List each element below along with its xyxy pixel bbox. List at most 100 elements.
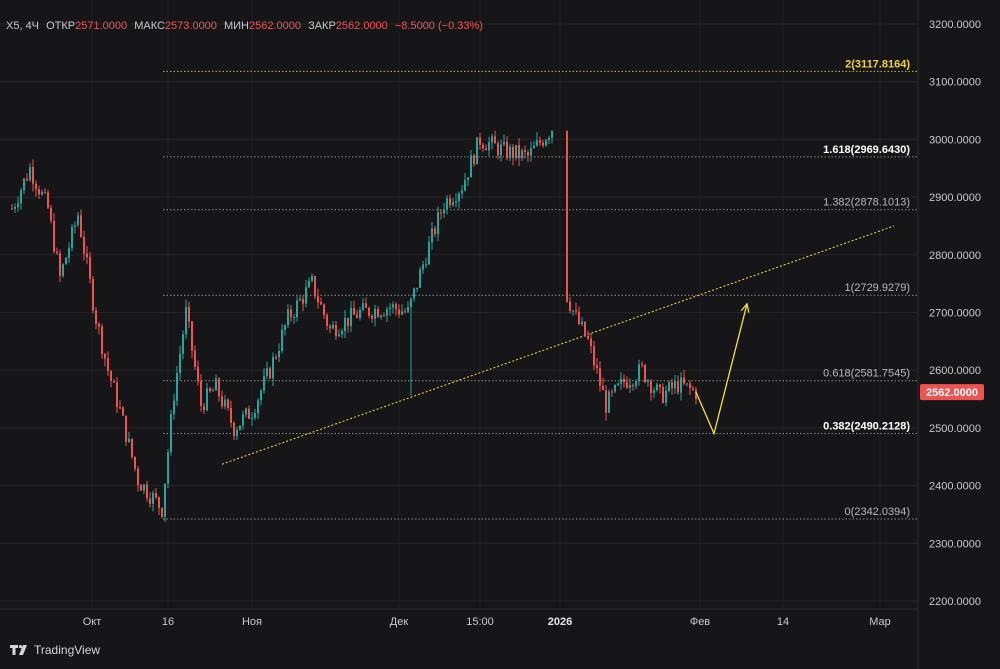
candle-body — [581, 321, 583, 325]
candle-body — [356, 314, 358, 318]
candle-body — [359, 309, 361, 318]
candle-body — [605, 390, 607, 413]
candle-body — [269, 368, 271, 379]
candle-body — [26, 178, 28, 181]
candle-body — [380, 315, 382, 318]
candle-body — [89, 257, 91, 279]
change-value: −8.5000 — [394, 20, 435, 32]
candle-body — [392, 304, 394, 308]
candle-body — [155, 493, 157, 498]
candle-body — [248, 408, 250, 419]
candle-body — [32, 167, 34, 184]
candle-body — [635, 381, 637, 386]
candle-body — [263, 376, 265, 391]
candle-body — [371, 315, 373, 319]
candle-body — [305, 287, 307, 304]
candle-body — [395, 304, 397, 310]
candle-body — [146, 484, 148, 499]
candle-body — [152, 493, 154, 504]
candle-body — [107, 358, 109, 372]
candle-body — [194, 350, 196, 367]
y-tick-label: 2200.0000 — [929, 596, 981, 608]
candle-body — [692, 388, 694, 390]
candle-body — [209, 388, 211, 391]
candle-body — [590, 338, 592, 347]
candle-body — [47, 192, 49, 208]
candle-body — [317, 296, 319, 303]
candle-body — [29, 167, 31, 181]
tradingview-brand[interactable]: TradingView — [10, 643, 100, 657]
candle-body — [329, 325, 331, 329]
x-tick-label: 15:00 — [466, 616, 494, 628]
x-tick-label: Мар — [869, 616, 891, 628]
y-tick-label: 3100.0000 — [929, 77, 981, 89]
candle-body — [608, 391, 610, 413]
candle-body — [188, 306, 190, 322]
candle-body — [680, 377, 682, 393]
candle-body — [158, 497, 160, 508]
candle-body — [602, 385, 604, 391]
candle-body — [443, 209, 445, 214]
candle-body — [167, 452, 169, 484]
candle-body — [476, 137, 478, 165]
candle-body — [98, 323, 100, 327]
candle-body — [545, 140, 547, 146]
y-tick-label: 2600.0000 — [929, 365, 981, 377]
candle-body — [74, 225, 76, 227]
y-tick-label: 3200.0000 — [929, 19, 981, 31]
candle-body — [17, 203, 19, 207]
candle-body — [569, 301, 571, 311]
candle-body — [161, 507, 163, 517]
candle-body — [113, 380, 115, 383]
fib-level-label: 0(2342.0394) — [845, 506, 910, 518]
candle-body — [434, 228, 436, 235]
candle-body — [686, 383, 688, 385]
candle-body — [479, 137, 481, 145]
candle-body — [260, 390, 262, 401]
candle-body — [68, 247, 70, 258]
candle-body — [425, 264, 427, 266]
candle-body — [677, 381, 679, 393]
candle-body — [659, 384, 661, 387]
projection-arrowhead — [740, 302, 750, 313]
symbol-label[interactable]: X5, 4Ч — [6, 20, 40, 32]
candle-body — [320, 302, 322, 305]
candle-body — [353, 307, 355, 315]
candle-body — [611, 391, 613, 393]
candle-body — [296, 300, 298, 317]
candle-body — [452, 202, 454, 206]
candle-body — [518, 144, 520, 159]
candle-body — [491, 136, 493, 143]
tradingview-logo-icon — [10, 645, 27, 655]
candle-body — [302, 298, 304, 304]
candle-body — [578, 311, 580, 325]
candle-body — [71, 226, 73, 248]
candle-body — [524, 150, 526, 152]
open-value: 2571.0000 — [75, 20, 128, 32]
candle-body — [485, 148, 487, 151]
candle-body — [494, 136, 496, 144]
candle-body — [35, 183, 37, 190]
candle-body — [527, 151, 529, 156]
candle-body — [509, 146, 511, 159]
candle-body — [125, 415, 127, 442]
fib-level-label: 0.382(2490.2128) — [823, 421, 910, 433]
fib-level-label: 1.618(2969.6430) — [823, 144, 910, 156]
x-tick-label: Дек — [390, 616, 409, 628]
candle-body — [575, 310, 577, 312]
x-tick-label: 16 — [162, 616, 174, 628]
candle-body — [116, 382, 118, 408]
candles-layer — [11, 130, 697, 522]
candle-body — [131, 438, 133, 457]
candle-body — [236, 429, 238, 437]
candle-body — [644, 365, 646, 382]
candle-body — [23, 178, 25, 191]
candle-body — [254, 413, 256, 418]
candle-body — [428, 242, 430, 265]
candle-body — [332, 324, 334, 329]
candle-body — [92, 278, 94, 311]
candle-body — [533, 145, 535, 149]
candle-body — [674, 381, 676, 389]
y-tick-label: 2500.0000 — [929, 423, 981, 435]
